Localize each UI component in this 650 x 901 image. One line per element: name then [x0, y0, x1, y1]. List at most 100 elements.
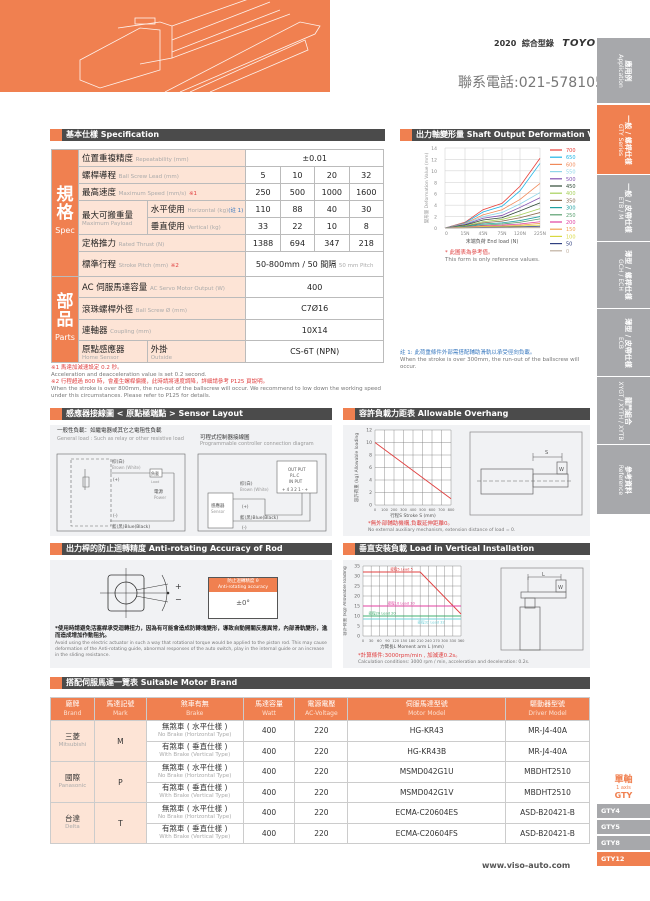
sensor-panel: 一般性負載：如繼電器或其它之電阻性負載 General load : Such …	[50, 425, 332, 536]
y-tick-label: 12	[366, 428, 372, 434]
brake-cell: 無煞車 ( 水平仕樣 ) No Brake (Horizontal Type)	[145, 761, 244, 783]
y-tick-label: 6	[369, 465, 372, 471]
x-tick-label: 300	[441, 639, 449, 643]
motor-model-cell: HG-KR43B	[347, 740, 507, 762]
catalog-header: 2020 綜合型錄 TOYO	[494, 38, 596, 49]
x-tick-label: 800	[448, 508, 456, 512]
legend-label: 50	[566, 242, 572, 248]
series-line-500	[444, 197, 541, 229]
anti-rotation-accuracy-box: 防止迴轉精度 θ Anti-rotating accuracy ±0°	[208, 577, 278, 619]
accuracy-value: ±0°	[236, 599, 250, 607]
motor-table-row: 有煞車 ( 垂直仕樣 ) With Brake (Vertical Type) 40…	[51, 822, 590, 844]
driver-model-cell: ASD-B20421-B	[505, 802, 590, 824]
y-tick-label: 4	[434, 203, 437, 209]
legend-label: 400	[566, 191, 576, 197]
legend-label: 150	[566, 227, 576, 233]
motor-brand-table: 廠牌 Brand 馬達記號 Mark 煞車有無 Brake 馬達容量 Watt 電源電壓…	[50, 697, 590, 844]
legend-label: 600	[566, 162, 576, 168]
overhang-chart: 0 2 4 6 8 10 12 0 100 200 300 400 500 600 700 800 容許荷重 (…	[353, 428, 456, 520]
side-tab-reference[interactable]: 參考資料 Reference	[597, 445, 650, 515]
anti-rotation-note-en: Avoid using the electric actuator in suc…	[55, 641, 327, 658]
series-line-550	[444, 192, 541, 229]
series-label: 導程32 Lead 32	[417, 620, 444, 625]
axis-nav-label: 單軸 1 axis GTY	[614, 775, 633, 800]
x-tick-label: 15N	[460, 231, 469, 237]
x-tick-label: 225N	[534, 231, 546, 237]
sensor-section-header: 感應器接線圖 < 原點極端點 > Sensor Layout	[50, 408, 332, 420]
y-tick-label: 2	[434, 215, 437, 221]
x-tick-label: 45N	[478, 231, 487, 237]
nav-gty8[interactable]: GTY8	[597, 836, 650, 851]
overhang-s-label: S	[545, 450, 548, 456]
x-tick-label: 0	[445, 231, 448, 237]
anti-rotation-section-header: 出力桿的防止迴轉精度 Anti-rotating Accuracy of Rod	[50, 543, 332, 555]
side-tab-xygt[interactable]: 龍門組合 XYGT / XYTH / XYTB	[597, 377, 650, 445]
overhang-diagram: S W	[469, 431, 583, 516]
driver-model-cell: ASD-B20421-B	[505, 822, 590, 844]
driver-model-cell: MR-J4-40A	[505, 740, 590, 762]
y-tick-label: 30	[354, 574, 360, 580]
spec-group-label: 規格 Spec	[51, 149, 79, 277]
legend-label: 250	[566, 213, 576, 219]
side-tab-gch-ech[interactable]: 薄型 / 螺桿仕樣 GCH / ECH	[597, 242, 650, 309]
spec-row-sensor: 原點感應器 Home Sensor 外掛 Outside CS-6T (NPN)	[52, 340, 384, 363]
voltage-cell: 220	[294, 822, 349, 844]
spec-row-motor: 部品 Parts AC 伺服馬達容量 AC Servo Motor Output …	[51, 276, 384, 363]
y-tick-label: 20	[354, 594, 360, 600]
series-line-450	[444, 202, 541, 229]
series-label: 導程20 Lead 20	[368, 611, 396, 616]
motor-model-cell: MSMD042G1V	[347, 781, 507, 803]
motor-table-row: 有煞車 ( 垂直仕樣 ) With Brake (Vertical Type) 40…	[51, 740, 590, 762]
motor-table-row: 台達 Delta T 無煞車 ( 水平仕樣 ) No Brake (Horizontal…	[50, 802, 590, 844]
brake-cell: 無煞車 ( 水平仕樣 ) No Brake (Horizontal Type)	[145, 802, 244, 824]
x-tick-label: 360	[458, 639, 466, 643]
legend-label: 200	[566, 220, 576, 226]
nav-gty5[interactable]: GTY5	[597, 820, 650, 835]
x-tick-label: 150	[400, 639, 408, 643]
y-tick-label: 5	[357, 624, 360, 630]
brake-cell: 有煞車 ( 垂直仕樣 ) With Brake (Vertical Type)	[145, 822, 244, 844]
load-label-en: Load	[151, 480, 159, 484]
brown-wire-label-en: Brown (White)	[112, 465, 141, 470]
power-label: 電源	[154, 488, 163, 495]
x-tick-label: 600	[429, 508, 437, 512]
x-tick-label: 60	[377, 639, 382, 643]
legend-label: 450	[566, 184, 576, 190]
nav-gty4[interactable]: GTY4	[597, 804, 650, 819]
y-axis-label: 容許荷重 (kg) Allowable loading	[343, 566, 348, 636]
plc-brown-label: 棕(白)	[240, 480, 253, 487]
series-line	[374, 442, 452, 500]
x-tick-label: 500	[419, 508, 427, 512]
spec-row-thrust: 定格推力 Rated Thrust (N) 1388 694 347 218	[52, 234, 385, 252]
driver-model-cell: MR-J4-40A	[505, 720, 590, 742]
series-line-400	[444, 208, 541, 229]
plc-output-label: OUT PUT	[288, 467, 306, 472]
plc-plus-label: (+)	[242, 504, 249, 509]
load-label: 負載	[151, 470, 159, 476]
footer-url[interactable]: www.viso-auto.com	[482, 861, 571, 870]
legend-label: 500	[566, 177, 576, 183]
contact-phone: 聯系電話:021-57810530	[458, 75, 622, 91]
plus-direction-label: +	[175, 582, 182, 591]
y-tick-label: 10	[366, 440, 372, 446]
spec-notes: ※1 馬達加減速設定 0.2 秒。 Acceleration and deacc…	[51, 365, 381, 399]
side-tab-application[interactable]: 應用例 Application	[597, 38, 650, 104]
sensor-box-label: 感應器	[211, 502, 225, 509]
watt-cell: 400	[242, 740, 296, 762]
x-tick-label: 30	[369, 639, 374, 643]
side-tab-ecb[interactable]: 薄型 / 皮帶仕樣 ECB	[597, 309, 650, 377]
nav-gty12[interactable]: GTY12	[597, 852, 650, 867]
power-label-en: Power	[154, 495, 166, 500]
actuator-illustration	[79, 0, 321, 92]
side-tab-etb[interactable]: 一般 / 皮帶仕樣 ETB / M	[597, 175, 650, 242]
x-tick-label: 90	[385, 639, 390, 643]
side-tab-gty-series[interactable]: 一般 / 螺桿仕樣 GTY Series	[597, 105, 650, 175]
spec-row-speed: 最高速度 Maximum Speed (mm/s) ※1 250 500 1000 1…	[52, 183, 385, 201]
plc-name-label: P.L.C	[290, 473, 300, 478]
vertical-panel: 0 5 10 15 20 25 30 35 0 30 60 90 120 150 180 210 240 270 3…	[343, 560, 590, 668]
y-tick-label: 10	[354, 614, 360, 620]
voltage-cell: 220	[294, 720, 349, 742]
series-line	[363, 571, 462, 615]
motor-section-header: 搭配伺服馬達一覽表 Suitable Motor Brand	[50, 677, 590, 689]
